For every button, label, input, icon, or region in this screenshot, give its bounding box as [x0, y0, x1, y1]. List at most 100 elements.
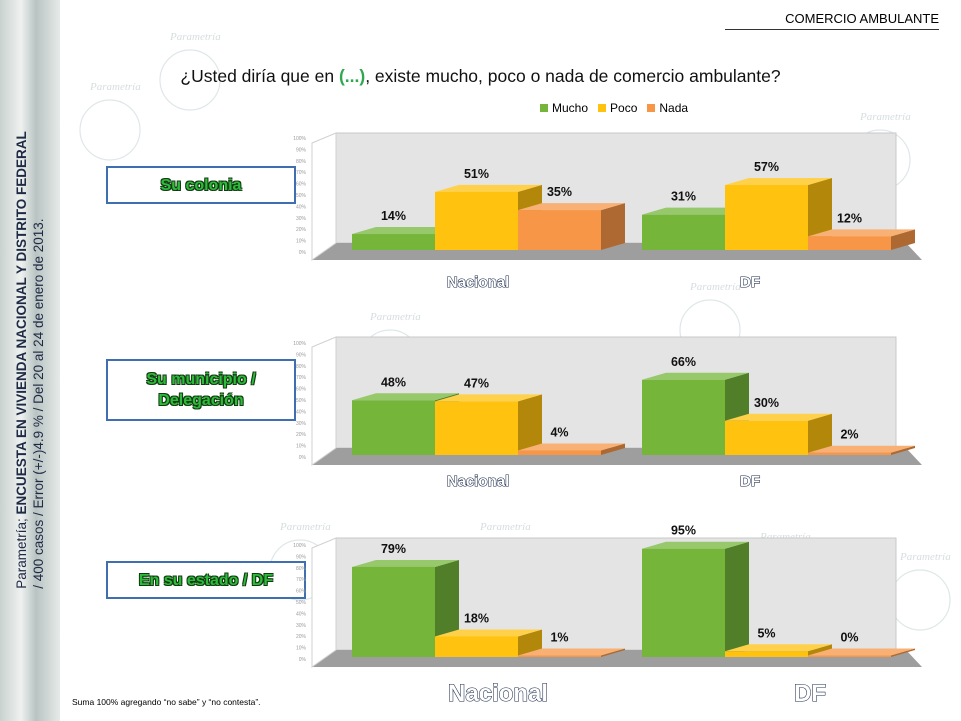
bar-nada	[518, 210, 601, 250]
bar-side	[808, 413, 832, 455]
y-tick-label: 90%	[296, 352, 307, 358]
bar-mucho	[642, 548, 725, 657]
segment-label-municipio: Su municipio / Delegación	[106, 359, 296, 421]
question-accent: (...)	[338, 66, 366, 86]
watermark-circle	[159, 49, 221, 111]
category-label: Nacional	[448, 680, 548, 707]
y-tick-label: 90%	[296, 554, 307, 560]
category-label: DF	[740, 473, 760, 490]
chart-panel-0: 0% 10% 20% 30% 40% 50% 60% 70% 80% 90% 100% 14% 51% 3…	[293, 132, 922, 292]
bar-mucho	[352, 400, 435, 455]
watermark-text: Parametría	[89, 81, 141, 93]
legend-label-poco: Poco	[610, 101, 638, 115]
y-tick-label: 40%	[296, 204, 307, 210]
bar-top	[352, 227, 459, 235]
bar-top	[518, 648, 625, 656]
bar-mucho	[352, 234, 435, 250]
data-label: 95%	[671, 524, 696, 538]
watermark-text: Parametría	[689, 281, 741, 293]
bar-top	[518, 443, 625, 451]
segment-label-estado: En su estado / DF	[106, 561, 306, 599]
y-tick-label: 60%	[296, 387, 307, 393]
watermark-text: Parametría	[479, 521, 531, 533]
data-label: 66%	[671, 355, 696, 369]
bar-nada	[518, 655, 601, 657]
y-tick-label: 100%	[293, 341, 306, 347]
data-label: 4%	[550, 425, 568, 439]
data-label: 30%	[754, 396, 779, 410]
data-label: 57%	[754, 160, 779, 174]
y-tick-label: 100%	[293, 136, 306, 142]
data-label: 48%	[381, 375, 406, 389]
data-label: 51%	[464, 167, 489, 181]
bar-poco	[435, 191, 518, 250]
bar-top	[352, 559, 459, 567]
y-tick-label: 60%	[296, 589, 307, 595]
legend-item-poco: Poco	[598, 101, 637, 115]
legend-item-mucho: Mucho	[540, 101, 588, 115]
bar-side	[518, 629, 542, 657]
legend-swatch-nada	[647, 104, 656, 112]
bar-top	[435, 629, 542, 637]
y-tick-label: 0%	[299, 657, 307, 663]
data-label: 1%	[550, 631, 568, 645]
y-tick-label: 100%	[293, 543, 306, 549]
segment-label-colonia: Su colonia	[106, 166, 296, 204]
y-tick-label: 30%	[296, 421, 307, 427]
watermark-text: Parametría	[369, 311, 421, 323]
bar-top	[642, 372, 749, 380]
bar-side	[601, 648, 625, 657]
bar-side	[601, 443, 625, 455]
data-label: 35%	[547, 185, 572, 199]
question-pre: ¿Usted diría que en	[180, 66, 339, 86]
bar-side	[518, 394, 542, 455]
bar-side	[891, 445, 915, 455]
data-label: 18%	[464, 611, 489, 625]
bar-nada	[808, 236, 891, 250]
bar-mucho	[352, 566, 435, 657]
footnote: Suma 100% agregando “no sabe” y “no cont…	[72, 697, 261, 707]
bar-top	[808, 229, 915, 237]
category-label: DF	[740, 274, 760, 291]
bar-poco	[725, 651, 808, 657]
y-tick-label: 50%	[296, 398, 307, 404]
y-tick-label: 30%	[296, 216, 307, 222]
y-tick-label: 0%	[299, 250, 307, 256]
watermark-text: Parametría	[859, 111, 911, 123]
data-label: 14%	[381, 209, 406, 223]
bar-poco	[435, 636, 518, 657]
legend-swatch-mucho	[540, 104, 548, 112]
bar-top	[808, 445, 915, 453]
watermark-text: Parametría	[279, 521, 331, 533]
bar-top	[518, 203, 625, 211]
legend-swatch-poco	[598, 104, 607, 112]
bar-top	[725, 413, 832, 421]
chart-panel-1: 0% 10% 20% 30% 40% 50% 60% 70% 80% 90% 100% 48% 47% 4…	[293, 336, 922, 491]
bar-poco	[725, 420, 808, 455]
bar-side	[601, 203, 625, 250]
watermark-circle	[79, 99, 141, 161]
y-tick-label: 70%	[296, 170, 307, 176]
y-tick-label: 10%	[296, 646, 307, 652]
sidebar: Parametría; ENCUESTA EN VIVIENDA NACIONA…	[0, 0, 60, 721]
chart-side-wall	[311, 336, 337, 466]
data-label: 5%	[757, 626, 775, 640]
bar-nada	[518, 450, 601, 455]
question-post: , existe mucho, poco o nada de comercio …	[365, 66, 781, 86]
bar-top	[725, 644, 832, 652]
data-label: 47%	[464, 376, 489, 390]
legend-label-mucho: Mucho	[552, 101, 589, 115]
legend-item-nada: Nada	[647, 101, 688, 115]
y-tick-label: 60%	[296, 182, 307, 188]
bar-side	[891, 648, 915, 657]
question-title: ¿Usted diría que en (...), existe mucho,…	[0, 66, 961, 87]
bar-nada	[808, 655, 891, 657]
category-label: Nacional	[447, 274, 510, 291]
y-tick-label: 70%	[296, 375, 307, 381]
bar-top	[435, 184, 542, 192]
y-tick-label: 80%	[296, 566, 307, 572]
y-tick-label: 70%	[296, 577, 307, 583]
watermark-text: Parametría	[899, 551, 951, 563]
